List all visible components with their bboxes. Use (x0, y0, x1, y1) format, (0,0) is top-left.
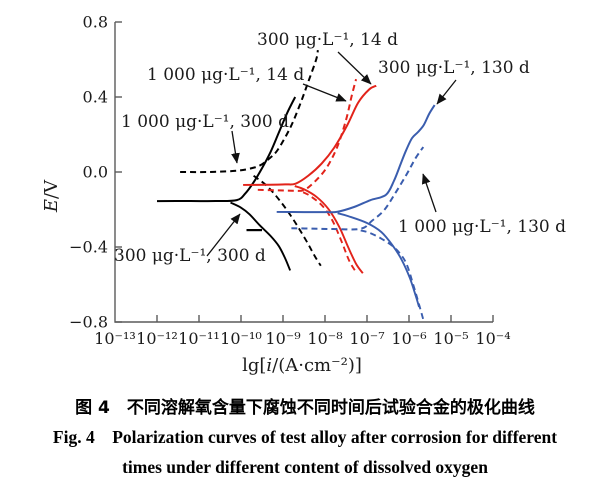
curve-1000ugL-130d-anodic (291, 146, 425, 231)
curve-300ugL-300d-cathodic (230, 201, 292, 271)
annotation-label-4: 300 μg·L⁻¹, 300 d (114, 246, 266, 266)
x-tick-label: 10⁻⁴ (475, 329, 510, 348)
annotation-arrow-4 (206, 213, 241, 257)
x-tick-label: 10⁻⁷ (349, 329, 384, 348)
x-tick-label: 10⁻¹² (136, 329, 178, 348)
curve-1000ugL-130d-cathodic (360, 229, 425, 322)
x-tick-label: 10⁻⁹ (265, 329, 301, 348)
caption-english-line2: times under different content of dissolv… (122, 457, 488, 477)
annotation-arrow-0 (337, 51, 372, 85)
caption-english-line1: Fig. 4 Polarization curves of test alloy… (52, 427, 558, 447)
annotation-label-2: 300 μg·L⁻¹, 130 d (378, 58, 530, 78)
curve-1000ugL-300d-anodic (180, 49, 319, 174)
annotation-arrow-3 (231, 130, 240, 164)
x-tick-label: 10⁻⁸ (307, 329, 342, 348)
polarization-chart: 0.80.40.0−0.4−0.810⁻¹³ 10⁻¹² 10⁻¹¹ 10⁻¹⁰ 10⁻… (41, 13, 566, 377)
y-tick-label: −0.4 (69, 238, 108, 257)
y-axis-label: E/V (41, 179, 62, 213)
curve-1000ugL-14d-anodic (257, 78, 358, 192)
annotation-arrow-1 (302, 83, 347, 102)
x-tick-label: 10⁻⁶ (391, 329, 426, 348)
y-tick-label: 0.4 (83, 88, 108, 107)
annotation-label-0: 300 μg·L⁻¹, 14 d (257, 30, 398, 50)
y-tick-label: 0.8 (83, 13, 108, 32)
annotation-label-5: 1 000 μg·L⁻¹, 130 d (398, 217, 566, 237)
y-tick-label: −0.8 (69, 313, 108, 332)
x-tick-label: 10⁻¹³ (94, 329, 136, 348)
annotation-arrow-2 (436, 79, 457, 105)
y-tick-label: 0.0 (83, 163, 108, 182)
curve-1000ugL-300d-cathodic (253, 174, 322, 267)
figure-caption: 图 4 不同溶解氧含量下腐蚀不同时间后试验合金的极化曲线 Fig. 4 Pola… (0, 388, 610, 482)
curve-300ugL-130d-anodic (276, 104, 436, 214)
curve-1000ugL-14d-cathodic (302, 191, 357, 272)
curve-300ugL-130d-cathodic (337, 212, 420, 308)
annotation-label-1: 1 000 μg·L⁻¹, 14 d (147, 65, 304, 85)
x-tick-label: 10⁻⁵ (433, 329, 468, 348)
curve-300ugL-300d-anodic (156, 96, 297, 203)
curve-300ugL-14d-cathodic (294, 185, 364, 274)
annotation-label-3: 1 000 μg·L⁻¹, 300 d (121, 112, 289, 132)
annotation-arrow-5 (421, 173, 437, 213)
x-tick-label: 10⁻¹⁰ (220, 329, 262, 348)
caption-chinese: 图 4 不同溶解氧含量下腐蚀不同时间后试验合金的极化曲线 (75, 398, 535, 418)
x-tick-label: 10⁻¹¹ (178, 329, 220, 348)
curve-300ugL-14d-anodic (243, 84, 377, 186)
x-axis-label: lg[i/(A·cm⁻²)] (242, 355, 362, 376)
